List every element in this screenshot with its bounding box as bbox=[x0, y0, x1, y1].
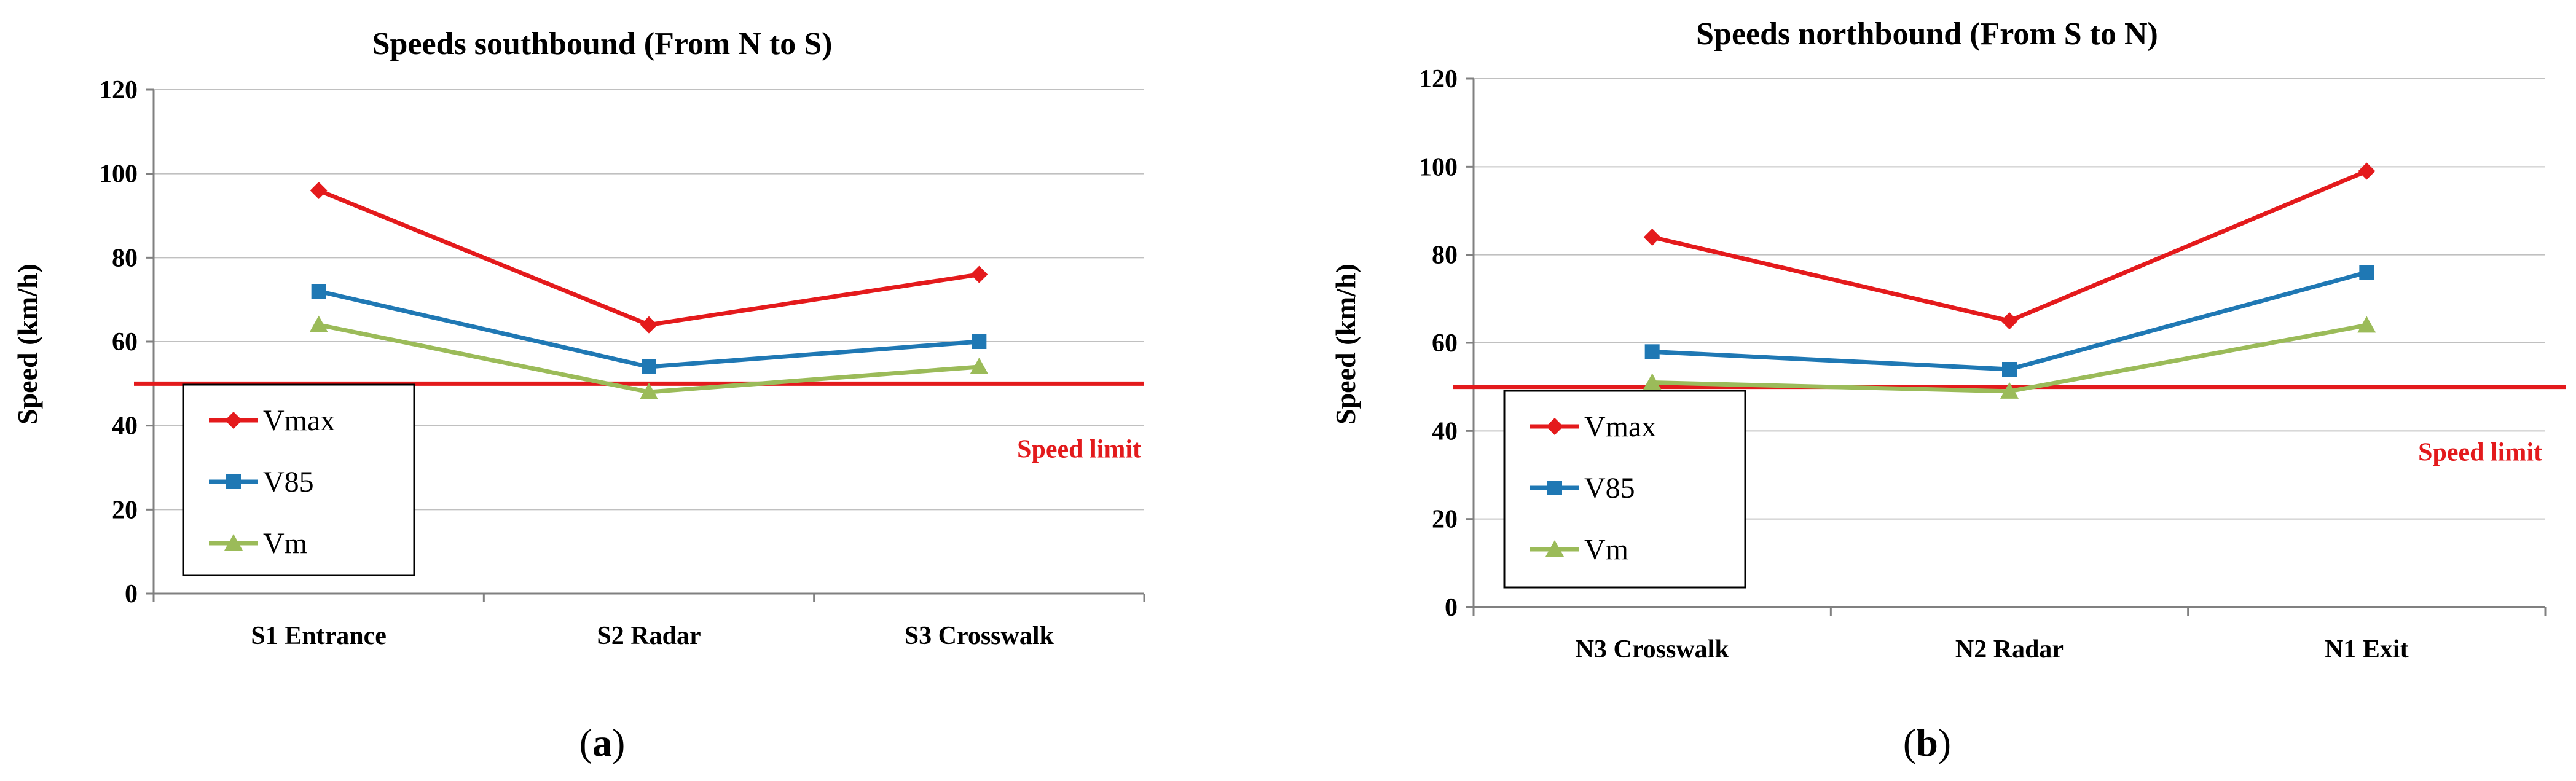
chart-b-ytick-label: 40 bbox=[1432, 417, 1458, 445]
chart-b-panel-label: (b) bbox=[1903, 721, 1951, 764]
data-point-v85 bbox=[1644, 344, 1660, 359]
chart-b-ytick-label: 80 bbox=[1432, 241, 1458, 270]
legend-marker-vm bbox=[224, 534, 243, 551]
data-point-v85 bbox=[972, 334, 987, 349]
chart-b: Speeds northbound (From S to N) Speed (k… bbox=[1330, 17, 2566, 764]
chart-a-ytick-label: 20 bbox=[112, 496, 138, 524]
chart-a: Speeds southbound (From N to S) Speed (k… bbox=[12, 26, 1145, 764]
chart-b-legend-items: Vmax V85 Vm bbox=[1530, 410, 1656, 566]
chart-b-xtick-label: N3 Crosswalk bbox=[1576, 635, 1730, 664]
chart-a-series bbox=[309, 182, 989, 399]
chart-b-speed-limit-label: Speed limit bbox=[2418, 439, 2542, 467]
data-point-vm bbox=[2357, 316, 2376, 333]
chart-b-legend-label: Vm bbox=[1584, 533, 1628, 566]
legend-marker-v85 bbox=[226, 474, 241, 489]
chart-b-title: Speeds northbound (From S to N) bbox=[1696, 17, 2158, 52]
legend-marker-vmax bbox=[1546, 418, 1563, 435]
chart-b-legend-label: Vmax bbox=[1584, 410, 1656, 443]
chart-a-panel-label: (a) bbox=[579, 721, 626, 764]
chart-a-ytick-label: 0 bbox=[125, 580, 138, 608]
data-point-vmax bbox=[2001, 312, 2018, 330]
chart-b-y-ticks: 0 20 40 60 80 100 120 bbox=[1419, 65, 1458, 622]
data-point-v85 bbox=[642, 359, 656, 374]
chart-a-speed-limit-label: Speed limit bbox=[1017, 435, 1141, 463]
legend-marker-v85 bbox=[1547, 481, 1562, 495]
chart-b-ytick-label: 100 bbox=[1419, 153, 1458, 181]
chart-a-legend-label: Vmax bbox=[263, 404, 335, 437]
chart-b-ytick-label: 120 bbox=[1419, 65, 1458, 93]
data-point-vmax bbox=[970, 265, 988, 283]
chart-b-xtick-label: N1 Exit bbox=[2325, 635, 2409, 664]
chart-b-series bbox=[1643, 162, 2376, 399]
chart-b-ytick-label: 0 bbox=[1445, 594, 1458, 622]
chart-b-legend: Vmax V85 Vm bbox=[1503, 390, 1746, 589]
chart-b-ytick-label: 20 bbox=[1432, 506, 1458, 534]
chart-a-title: Speeds southbound (From N to S) bbox=[372, 26, 833, 61]
chart-a-xtick-label: S2 Radar bbox=[597, 622, 701, 650]
chart-a-y-ticks: 0 20 40 60 80 100 120 bbox=[99, 76, 138, 608]
data-point-v85 bbox=[311, 284, 326, 299]
data-point-v85 bbox=[2359, 265, 2374, 280]
data-point-vm bbox=[309, 315, 328, 332]
chart-a-ytick-label: 40 bbox=[112, 412, 138, 441]
data-point-vm bbox=[970, 358, 989, 374]
data-point-vmax bbox=[1643, 229, 1661, 246]
data-point-v85 bbox=[2002, 362, 2017, 377]
chart-a-ytick-label: 120 bbox=[99, 76, 138, 104]
data-point-vm bbox=[1643, 373, 1662, 390]
chart-b-x-ticks: N3 Crosswalk N2 Radar N1 Exit bbox=[1576, 635, 2409, 664]
data-point-vm bbox=[640, 383, 658, 399]
chart-a-ytick-label: 100 bbox=[99, 160, 138, 189]
data-point-vmax bbox=[310, 182, 328, 199]
chart-b-xtick-label: N2 Radar bbox=[1955, 635, 2064, 664]
chart-a-legend: Vmax V85 Vm bbox=[182, 383, 415, 576]
chart-a-legend-label: Vm bbox=[263, 527, 307, 560]
chart-a-legend-items: Vmax V85 Vm bbox=[209, 404, 335, 560]
chart-a-xtick-label: S3 Crosswalk bbox=[905, 622, 1054, 650]
data-point-vm bbox=[2000, 382, 2019, 399]
chart-b-legend-label: V85 bbox=[1584, 472, 1635, 504]
chart-a-ytick-label: 60 bbox=[112, 328, 138, 356]
legend-marker-vmax bbox=[225, 412, 242, 429]
series-line-vmax bbox=[1651, 169, 2368, 323]
chart-a-xtick-label: S1 Entrance bbox=[251, 622, 387, 650]
chart-a-legend-label: V85 bbox=[263, 466, 314, 498]
chart-b-ytick-label: 60 bbox=[1432, 329, 1458, 358]
chart-b-ylabel: Speed (km/h) bbox=[1330, 264, 1361, 425]
chart-a-ylabel: Speed (km/h) bbox=[12, 264, 43, 425]
data-point-vmax bbox=[640, 316, 658, 334]
data-point-vmax bbox=[2358, 162, 2376, 180]
chart-a-ytick-label: 80 bbox=[112, 244, 138, 272]
legend-marker-vm bbox=[1545, 540, 1564, 557]
chart-a-x-ticks: S1 Entrance S2 Radar S3 Crosswalk bbox=[251, 622, 1054, 650]
